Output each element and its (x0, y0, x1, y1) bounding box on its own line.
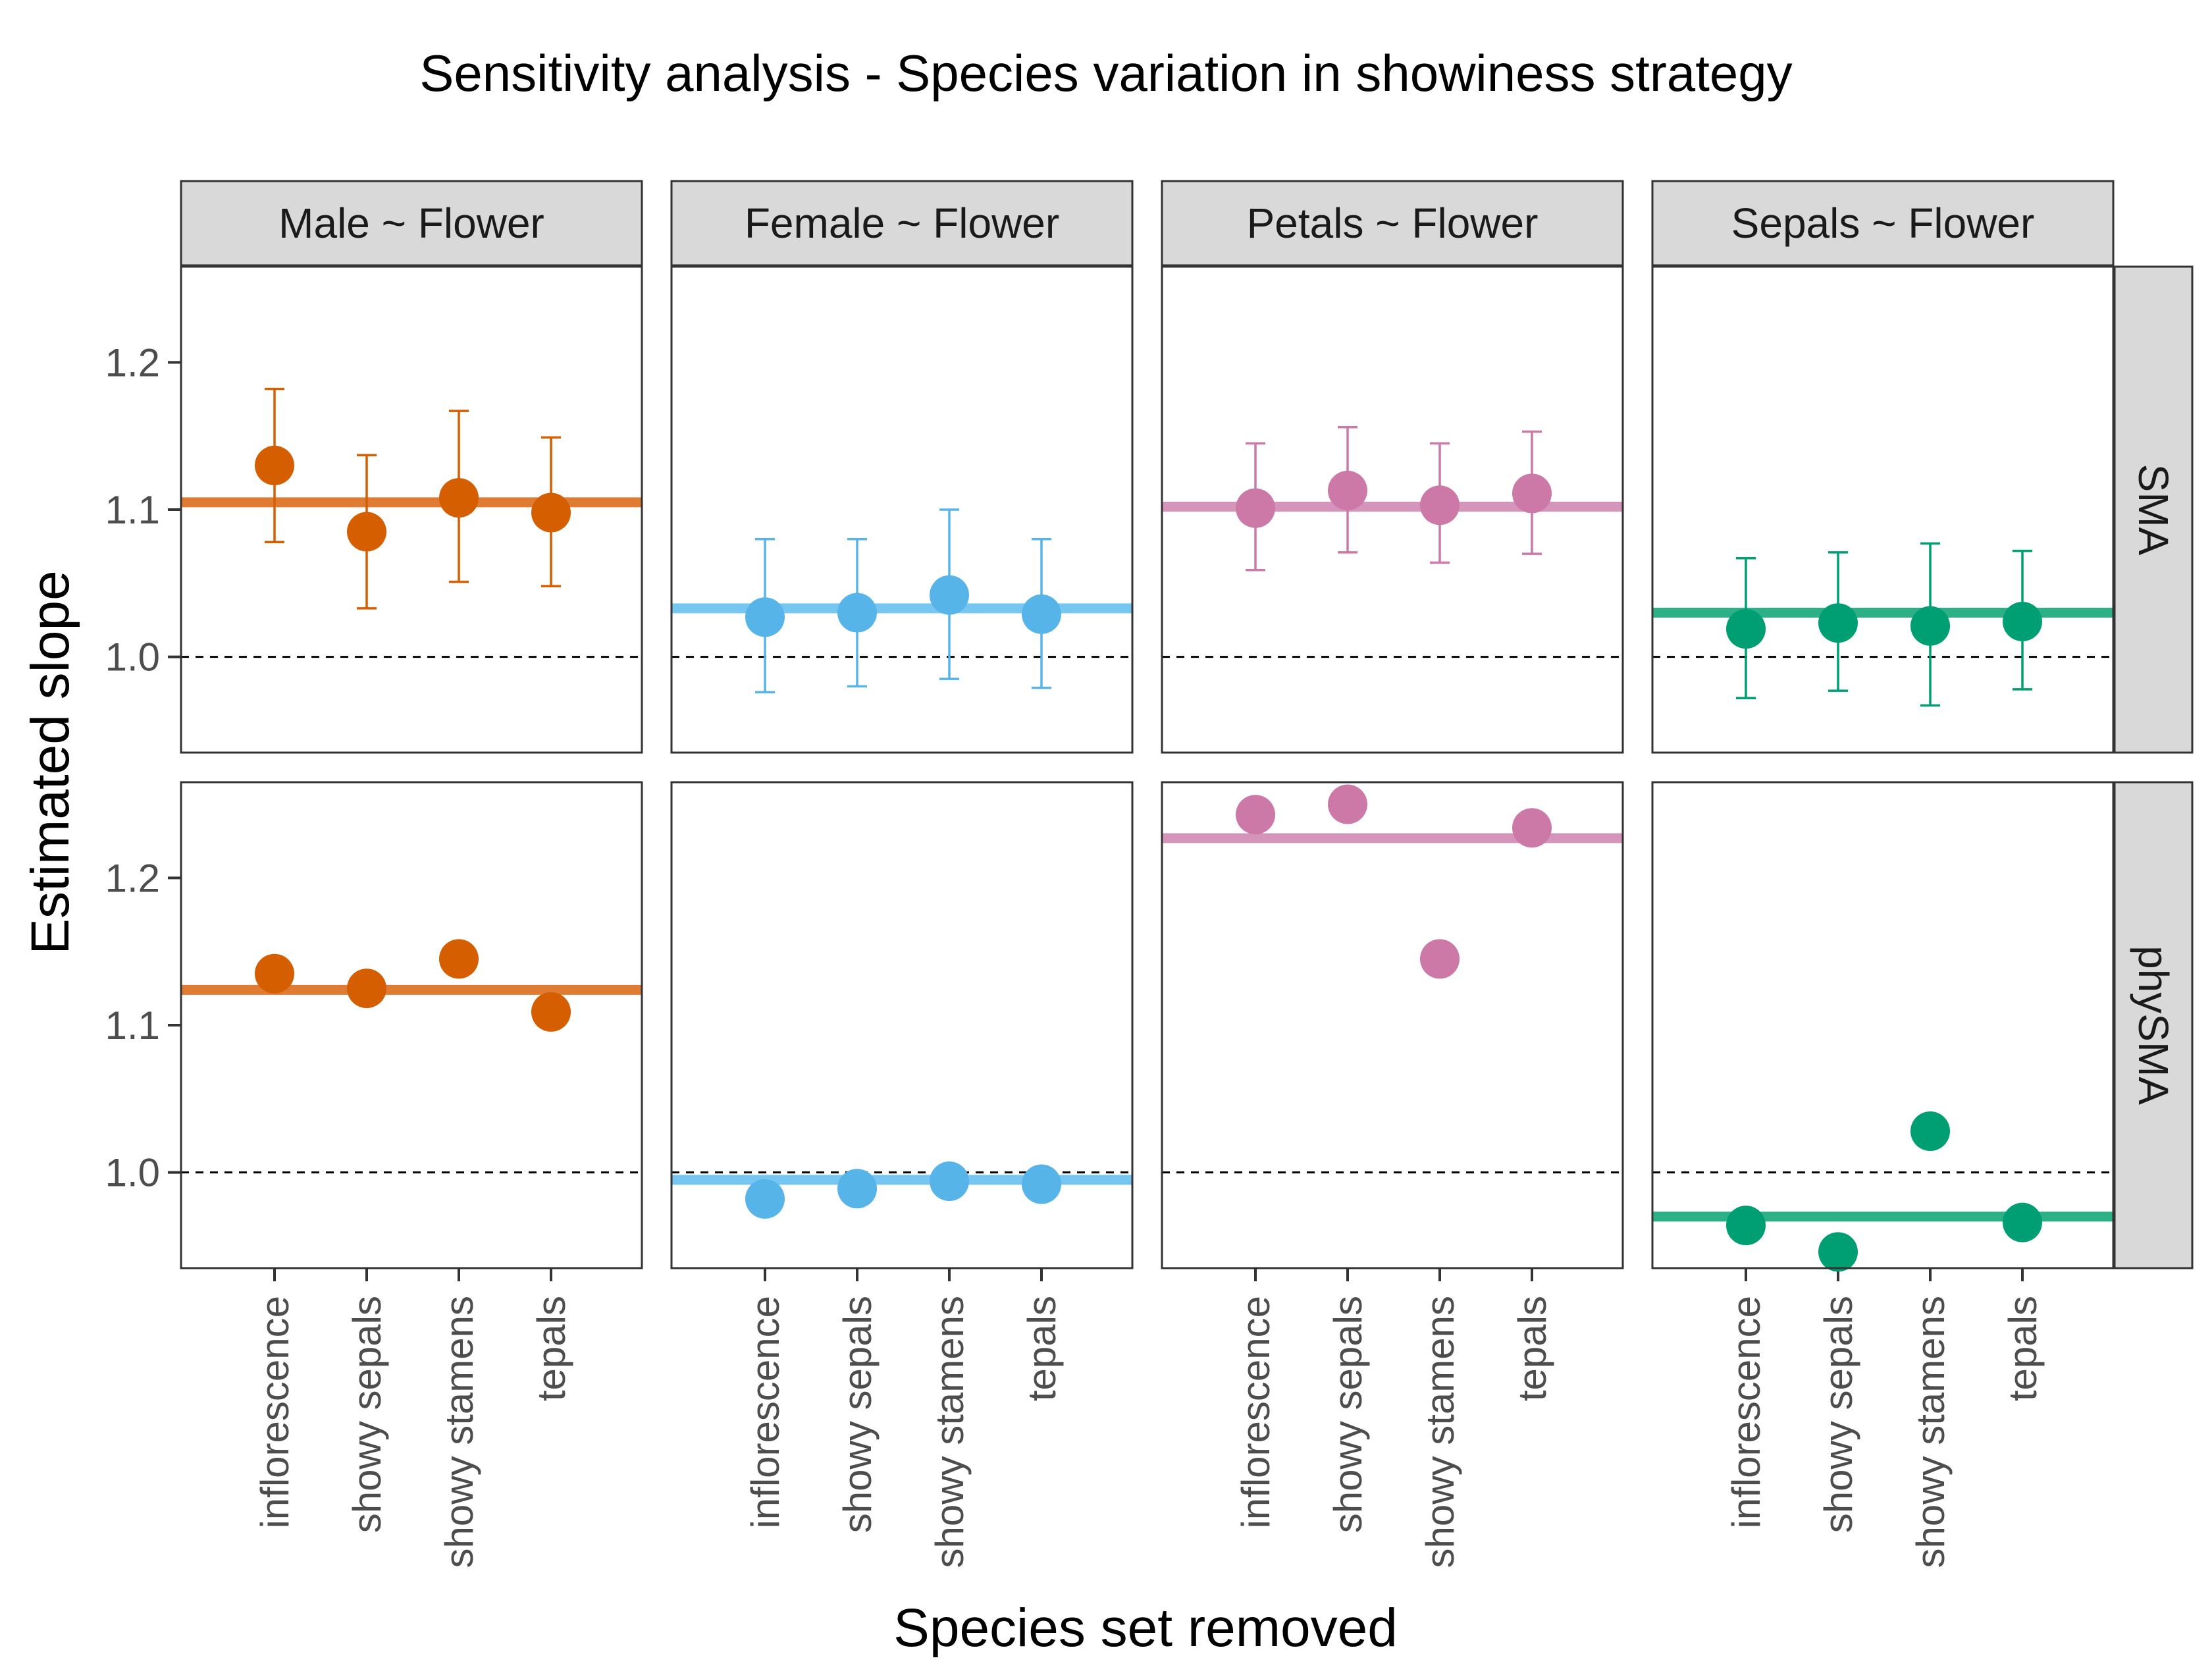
data-point (1910, 606, 1950, 646)
facet-panels: Male ~ Flower Female ~ Flower Petals ~ Flo… (105, 180, 2194, 1568)
facet-panel (180, 265, 643, 754)
x-tick-label: inflorescence (1234, 1296, 1278, 1529)
y-tick-label: 1.2 (105, 856, 160, 900)
panel-border (670, 781, 1134, 1269)
data-point (930, 1161, 969, 1202)
column-strip-label: Male ~ Flower (278, 200, 544, 247)
data-point (1236, 795, 1275, 835)
data-point (1022, 594, 1061, 634)
panel-background (672, 267, 1132, 753)
data-point (347, 512, 386, 552)
data-point (1512, 808, 1552, 848)
x-tick-label: tepals (1020, 1296, 1064, 1401)
column-strip-label: Petals ~ Flower (1247, 200, 1539, 247)
panel-border (180, 265, 643, 754)
panel-border (670, 265, 1134, 754)
panel-border (1651, 265, 2115, 754)
facet-panel (180, 781, 643, 1269)
data-point (1512, 473, 1552, 514)
data-point (1328, 784, 1367, 824)
data-point (531, 992, 571, 1032)
data-point (1236, 488, 1275, 528)
data-point (1022, 1164, 1061, 1204)
facet-panel (1161, 781, 1624, 1269)
data-point (531, 493, 571, 533)
y-tick-label: 1.0 (105, 1151, 160, 1195)
column-strip-label: Sepals ~ Flower (1731, 200, 2035, 247)
y-tick-label: 1.0 (105, 635, 160, 680)
x-tick-label: showy sepals (835, 1296, 880, 1533)
facet-panel (1651, 265, 2115, 754)
column-strip (1161, 180, 1624, 267)
data-point (1818, 1232, 1858, 1272)
data-point (1910, 1111, 1950, 1152)
facet-panel (670, 265, 1134, 754)
data-point (837, 1169, 877, 1209)
chart-title: Sensitivity analysis - Species variation… (419, 44, 1792, 102)
data-point (1420, 485, 1460, 525)
facet-panel (670, 781, 1134, 1269)
facet-panel (1161, 265, 1624, 754)
panel-background (1652, 267, 2113, 753)
panel-border (1161, 265, 1624, 754)
data-point (347, 969, 386, 1009)
data-point (439, 939, 479, 979)
x-tick-label: showy sepals (1816, 1296, 1860, 1533)
x-tick-label: showy stamens (1418, 1296, 1462, 1568)
x-tick-label: tepals (529, 1296, 573, 1401)
data-point (2003, 601, 2042, 641)
data-point (255, 445, 294, 485)
column-strip (1651, 180, 2115, 267)
panel-background (1162, 782, 1623, 1268)
row-strip-label: SMA (2130, 464, 2177, 556)
row-strip (2113, 265, 2194, 754)
x-tick-label: showy sepals (1326, 1296, 1370, 1533)
x-tick-label: tepals (1510, 1296, 1554, 1401)
facet-panel (1651, 781, 2115, 1272)
data-point (1726, 1206, 1766, 1246)
panel-background (181, 782, 642, 1268)
panel-border (1161, 781, 1624, 1269)
y-tick-label: 1.2 (105, 340, 160, 385)
column-strip (180, 180, 643, 267)
row-strip-label: phySMA (2130, 946, 2177, 1105)
data-point (1726, 609, 1766, 649)
column-strip (670, 180, 1134, 267)
data-point (745, 597, 785, 637)
panel-background (672, 782, 1132, 1268)
column-strip-label: Female ~ Flower (745, 200, 1059, 247)
data-point (1420, 939, 1460, 979)
y-axis-title: Estimated slope (20, 570, 80, 954)
data-point (837, 593, 877, 633)
data-point (930, 575, 969, 615)
x-tick-label: showy sepals (345, 1296, 389, 1533)
x-tick-label: tepals (2001, 1296, 2045, 1401)
data-point (439, 478, 479, 518)
y-tick-label: 1.1 (105, 1003, 160, 1048)
data-point (745, 1179, 785, 1219)
x-tick-label: inflorescence (253, 1296, 297, 1529)
x-tick-label: showy stamens (437, 1296, 481, 1568)
x-axis-title: Species set removed (893, 1598, 1398, 1658)
panel-border (1651, 781, 2115, 1269)
panel-border (180, 781, 643, 1269)
y-tick-label: 1.1 (105, 488, 160, 532)
x-tick-label: inflorescence (1724, 1296, 1768, 1529)
data-point (1818, 603, 1858, 643)
data-point (2003, 1202, 2042, 1242)
panel-background (1652, 782, 2113, 1268)
x-tick-label: showy stamens (928, 1296, 972, 1568)
panel-background (181, 267, 642, 753)
row-strip (2113, 781, 2194, 1269)
x-tick-label: showy stamens (1909, 1296, 1953, 1568)
x-tick-label: inflorescence (743, 1296, 787, 1529)
data-point (1328, 470, 1367, 510)
data-point (255, 953, 294, 994)
